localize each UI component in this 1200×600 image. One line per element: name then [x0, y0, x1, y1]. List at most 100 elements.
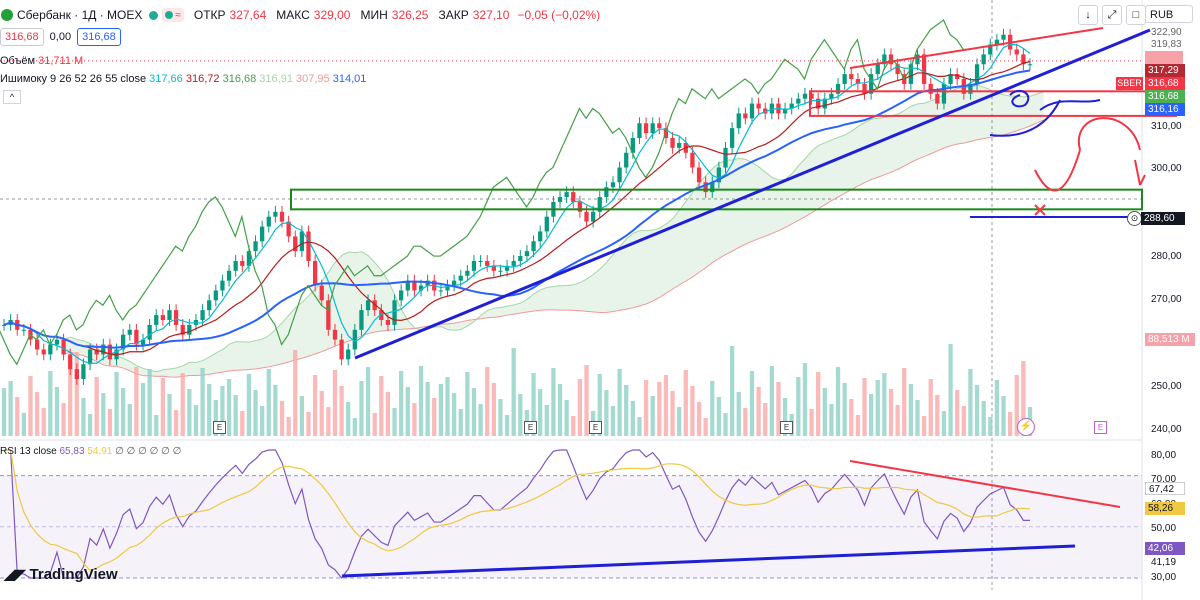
- volume-bars: [1, 344, 1033, 436]
- volume-bar: [279, 401, 285, 436]
- candle-body: [604, 187, 609, 198]
- price-tag-317-29: 317,29: [1145, 64, 1185, 77]
- volume-bar: [1, 388, 7, 436]
- price-tag-chikou: 316,68: [1145, 90, 1185, 103]
- volume-bar: [339, 386, 344, 436]
- volume-bar: [663, 375, 669, 436]
- candle-body: [796, 98, 801, 104]
- ichimoku-legend[interactable]: Ишимоку 9 26 52 26 55 close 317,66 316,7…: [0, 73, 366, 85]
- rsi-tag-ma: 58,26: [1145, 502, 1185, 515]
- volume-bar: [213, 400, 218, 436]
- status-dot-icon: [165, 11, 174, 19]
- candle-body: [1001, 34, 1006, 40]
- candle-body: [160, 315, 166, 320]
- candle-body: [955, 74, 960, 80]
- volume-bar: [180, 373, 185, 436]
- volume-legend[interactable]: Объём 31,711 M: [0, 55, 83, 67]
- collapse-legend-icon[interactable]: ^: [3, 90, 21, 104]
- volume-bar: [147, 369, 152, 436]
- volume-bar: [346, 402, 351, 436]
- volume-bar: [1008, 412, 1013, 436]
- buy-button[interactable]: 316,68: [77, 28, 121, 46]
- earnings-badge-3[interactable]: E: [589, 421, 602, 434]
- earnings-badge-future[interactable]: E: [1094, 421, 1107, 434]
- candle-body: [538, 231, 543, 242]
- ichimoku-span-b: 307,95: [296, 73, 330, 85]
- maximize-icon[interactable]: □: [1126, 5, 1146, 25]
- volume-bar: [955, 390, 960, 436]
- price-tick-240: 240,00: [1151, 424, 1182, 435]
- ohlc-low-label: МИН: [360, 8, 388, 22]
- candle-body: [855, 79, 861, 84]
- market-open-icon: [149, 10, 159, 20]
- volume-bar: [961, 406, 966, 436]
- chikou-line: [0, 19, 970, 366]
- volume-bar: [895, 405, 900, 436]
- candle-body: [140, 339, 146, 345]
- candle-body: [842, 74, 847, 84]
- status-pill[interactable]: ≈: [162, 8, 184, 22]
- volume-bar: [921, 416, 927, 436]
- senkou-span-b: [63, 119, 1044, 378]
- candle-body: [968, 83, 973, 94]
- sell-button[interactable]: 316,68: [0, 28, 44, 46]
- volume-bar: [729, 346, 735, 436]
- rsi-pane: [4, 449, 1121, 579]
- dividend-icon[interactable]: ⚡: [1017, 418, 1035, 436]
- candle-body: [624, 152, 629, 168]
- volume-bar: [41, 408, 46, 436]
- ohlc-high-value: 329,00: [313, 8, 351, 22]
- price-tick-270: 270,00: [1151, 294, 1182, 305]
- rsi-legend[interactable]: RSI 13 close 65,83 54,91 ∅ ∅ ∅ ∅ ∅ ∅: [0, 446, 181, 457]
- earnings-badge-2[interactable]: E: [524, 421, 537, 434]
- download-icon[interactable]: ↓: [1078, 5, 1098, 25]
- candle-body: [749, 103, 755, 119]
- candle-body: [769, 103, 774, 114]
- spread-value: 0,00: [49, 31, 72, 43]
- symbol-tag: SBER: [1116, 77, 1143, 90]
- price-tag-317-29-pre: [1145, 51, 1183, 64]
- earnings-badge-4[interactable]: E: [780, 421, 793, 434]
- volume-bar: [643, 380, 649, 436]
- candle-body: [180, 324, 185, 335]
- candle-body: [293, 236, 298, 252]
- volume-bar: [637, 417, 642, 436]
- alert-clock-icon[interactable]: ⊙: [1127, 211, 1142, 226]
- tradingview-logo[interactable]: ◢◤ TradingView: [4, 566, 118, 583]
- ohlc-close-value: 327,10: [472, 8, 510, 22]
- volume-bar: [167, 394, 172, 436]
- volume-bar: [915, 400, 920, 436]
- volume-bar: [769, 366, 774, 436]
- ichimoku-label: Ишимоку 9 26 52 26 55 close: [0, 73, 147, 85]
- candle-body: [399, 290, 404, 301]
- candle-body: [1014, 49, 1019, 55]
- volume-bar: [61, 403, 66, 436]
- candle-body: [696, 167, 702, 183]
- candle-body: [87, 349, 93, 365]
- price-tick-280: 280,00: [1151, 251, 1182, 262]
- candle-body: [1027, 64, 1033, 66]
- currency-select[interactable]: RUB: [1145, 5, 1193, 23]
- volume-bar: [855, 415, 861, 436]
- volume-bar: [312, 375, 318, 436]
- fullscreen-icon[interactable]: ⤢: [1102, 5, 1122, 25]
- candle-body: [822, 98, 827, 109]
- volume-bar: [1001, 396, 1006, 436]
- candle-body: [511, 260, 516, 266]
- symbol-title[interactable]: Сбербанк · 1Д · MOEX: [17, 8, 143, 22]
- volume-bar: [538, 389, 543, 436]
- tenkan-line: [3, 43, 1031, 364]
- candle-body: [54, 339, 60, 345]
- earnings-badge-1[interactable]: E: [213, 421, 226, 434]
- volume-bar: [981, 401, 986, 436]
- rsi-tag-current: 42,06: [1145, 542, 1185, 555]
- volume-bar: [941, 411, 947, 436]
- volume-bar: [226, 379, 232, 436]
- volume-bar: [948, 344, 953, 436]
- rsi-empty-1: ∅: [115, 446, 124, 457]
- price-tag-current: 316,68: [1145, 77, 1185, 90]
- rsi-ma-line: [4, 449, 1031, 572]
- candle-body: [101, 344, 106, 355]
- volume-bar: [154, 415, 159, 436]
